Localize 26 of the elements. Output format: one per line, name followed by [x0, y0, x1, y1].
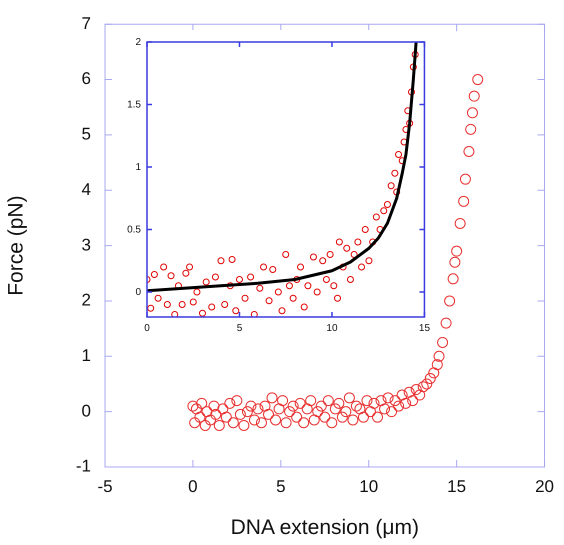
x-tick-label: 5	[276, 476, 286, 496]
x-tick-label: 10	[359, 476, 378, 496]
x-tick-label: 15	[447, 476, 466, 496]
y-tick-label: 0.5	[127, 224, 142, 236]
y-tick-label: 1	[82, 346, 91, 365]
y-axis-title: Force (pN)	[4, 195, 28, 296]
y-tick-label: 0	[135, 286, 142, 298]
y-tick-label: 2	[135, 36, 142, 48]
y-tick-label: 6	[82, 69, 91, 88]
x-tick-label: 10	[326, 322, 338, 334]
x-axis-title: DNA extension (μm)	[230, 516, 419, 540]
y-tick-label: -1	[76, 456, 91, 476]
y-tick-label: 1	[135, 162, 142, 173]
x-tick-label: -5	[97, 476, 113, 496]
y-tick-label: 4	[82, 180, 91, 199]
y-tick-label: 0	[82, 401, 91, 420]
x-tick-label: 0	[188, 476, 198, 496]
y-tick-label: 1.5	[127, 99, 142, 110]
x-tick-label: 5	[236, 322, 243, 334]
x-tick-label: 20	[535, 476, 554, 496]
y-tick-label: 7	[82, 14, 91, 33]
x-tick-label: 0	[144, 322, 150, 334]
y-tick-label: 5	[82, 124, 91, 144]
x-tick-label: 15	[418, 322, 430, 334]
y-tick-label: 2	[82, 290, 91, 310]
y-tick-label: 3	[82, 235, 91, 254]
